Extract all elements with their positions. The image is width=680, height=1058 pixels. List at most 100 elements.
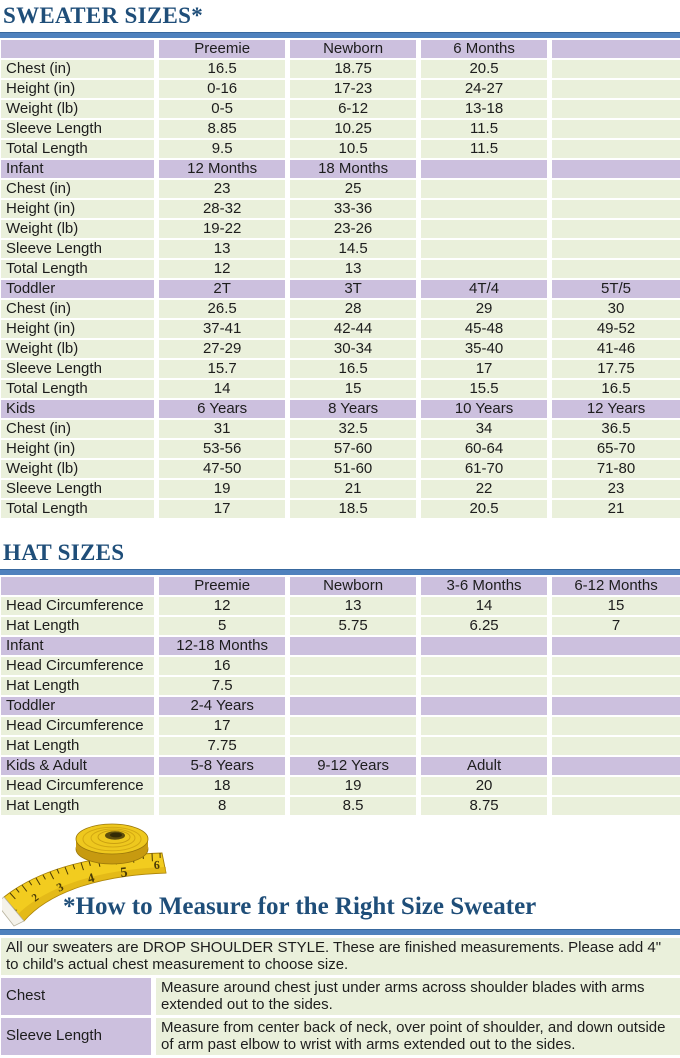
size-column-header-cell: 5T/5 [552, 280, 680, 298]
data-row: Weight (lb) 47-50 51-60 61-70 71-80 [1, 460, 680, 478]
size-column-header-cell [552, 40, 680, 58]
measurement-label-cell: Head Circumference [1, 777, 155, 795]
measurement-value-cell [552, 797, 680, 815]
measurement-value-cell: 7 [552, 617, 680, 635]
measurement-label-cell: Head Circumference [1, 657, 155, 675]
measurement-label-cell: Chest (in) [1, 300, 155, 318]
measurement-value-cell: 13 [290, 260, 417, 278]
data-row: Sleeve Length 13 14.5 [1, 240, 680, 258]
measurement-label-cell: Total Length [1, 380, 155, 398]
measurement-value-cell [421, 200, 548, 218]
measurement-value-cell: 17 [159, 500, 286, 518]
sweater-size-table: Preemie Newborn 6 Months Chest (in) 16.5 18.7… [0, 38, 680, 520]
size-column-header-cell: 12-18 Months [159, 637, 286, 655]
measurement-value-cell: 8.85 [159, 120, 286, 138]
data-row: Height (in) 0-16 17-23 24-27 [1, 80, 680, 98]
data-row: Height (in) 37-41 42-44 45-48 49-52 [1, 320, 680, 338]
measurement-label-cell: Chest (in) [1, 60, 155, 78]
measurement-value-cell: 23 [552, 480, 680, 498]
note-row: All our sweaters are DROP SHOULDER STYLE… [1, 938, 680, 975]
measurement-value-cell: 47-50 [159, 460, 286, 478]
measure-row: Chest Measure around chest just under ar… [1, 978, 680, 1015]
title-rule [0, 32, 680, 38]
measurement-value-cell: 16.5 [552, 380, 680, 398]
size-column-header-cell: 2-4 Years [159, 697, 286, 715]
size-column-header-cell [552, 160, 680, 178]
section-label-cell [1, 40, 155, 58]
measurement-value-cell: 11.5 [421, 140, 548, 158]
measurement-value-cell: 16 [159, 657, 286, 675]
measurement-value-cell: 36.5 [552, 420, 680, 438]
measurement-value-cell: 60-64 [421, 440, 548, 458]
size-column-header-cell: 6 Months [421, 40, 548, 58]
measurement-value-cell: 51-60 [290, 460, 417, 478]
section-label-cell: Infant [1, 160, 155, 178]
measurement-value-cell: 22 [421, 480, 548, 498]
size-column-header-cell [421, 160, 548, 178]
section-header-row: Kids & Adult 5-8 Years 9-12 Years Adult [1, 757, 680, 775]
measurement-value-cell: 15.7 [159, 360, 286, 378]
data-row: Sleeve Length 19 21 22 23 [1, 480, 680, 498]
measurement-value-cell: 14 [421, 597, 548, 615]
measurement-value-cell [552, 80, 680, 98]
section-header-row: Preemie Newborn 3-6 Months 6-12 Months [1, 577, 680, 595]
measurement-value-cell: 17 [421, 360, 548, 378]
measure-row-label-cell: Chest [1, 978, 151, 1015]
measurement-value-cell: 19 [290, 777, 417, 795]
data-row: Head Circumference 16 [1, 657, 680, 675]
measurement-value-cell [552, 717, 680, 735]
measurement-value-cell: 35-40 [421, 340, 548, 358]
size-column-header-cell [421, 637, 548, 655]
measurement-value-cell: 24-27 [421, 80, 548, 98]
size-column-header-cell [552, 637, 680, 655]
measurement-value-cell: 10.5 [290, 140, 417, 158]
measurement-label-cell: Weight (lb) [1, 460, 155, 478]
measurement-value-cell: 7.5 [159, 677, 286, 695]
measurement-value-cell: 9.5 [159, 140, 286, 158]
measurement-value-cell [290, 677, 417, 695]
size-column-header-cell: Preemie [159, 577, 286, 595]
measurement-value-cell: 18.75 [290, 60, 417, 78]
size-column-header-cell: 5-8 Years [159, 757, 286, 775]
measurement-value-cell: 6-12 [290, 100, 417, 118]
size-column-header-cell: 9-12 Years [290, 757, 417, 775]
measurement-value-cell: 37-41 [159, 320, 286, 338]
measurement-value-cell: 13 [159, 240, 286, 258]
measurement-value-cell: 33-36 [290, 200, 417, 218]
measurement-value-cell: 49-52 [552, 320, 680, 338]
size-column-header-cell: 12 Months [159, 160, 286, 178]
measurement-value-cell: 5.75 [290, 617, 417, 635]
measurement-value-cell [421, 220, 548, 238]
data-row: Head Circumference 12 13 14 15 [1, 597, 680, 615]
data-row: Head Circumference 17 [1, 717, 680, 735]
measurement-value-cell: 17.75 [552, 360, 680, 378]
size-column-header-cell [552, 697, 680, 715]
measurement-label-cell: Sleeve Length [1, 480, 155, 498]
data-row: Head Circumference 18 19 20 [1, 777, 680, 795]
measurement-value-cell [552, 220, 680, 238]
sweater-sizes-title: SWEATER SIZES* [3, 3, 203, 28]
data-row: Chest (in) 26.5 28 29 30 [1, 300, 680, 318]
measurement-value-cell: 14.5 [290, 240, 417, 258]
size-column-header-cell [552, 757, 680, 775]
measurement-label-cell: Hat Length [1, 737, 155, 755]
measure-text-cell: Measure from center back of neck, over p… [156, 1018, 680, 1055]
measurement-value-cell [552, 260, 680, 278]
data-row: Sleeve Length 15.7 16.5 17 17.75 [1, 360, 680, 378]
measurement-label-cell: Hat Length [1, 617, 155, 635]
tape-number: 5 [120, 865, 129, 881]
section-header-row: Infant 12 Months 18 Months [1, 160, 680, 178]
measurement-label-cell: Weight (lb) [1, 100, 155, 118]
measurement-value-cell: 21 [290, 480, 417, 498]
measurement-value-cell [421, 260, 548, 278]
hat-sizes-title: HAT SIZES [3, 540, 125, 565]
measurement-value-cell: 45-48 [421, 320, 548, 338]
measurement-label-cell: Hat Length [1, 677, 155, 695]
measurement-value-cell: 23 [159, 180, 286, 198]
size-column-header-cell: 6-12 Months [552, 577, 680, 595]
title-rule-hat [0, 569, 680, 575]
data-row: Sleeve Length 8.85 10.25 11.5 [1, 120, 680, 138]
size-column-header-cell: Newborn [290, 40, 417, 58]
measurement-value-cell [421, 737, 548, 755]
measurement-value-cell: 13-18 [421, 100, 548, 118]
